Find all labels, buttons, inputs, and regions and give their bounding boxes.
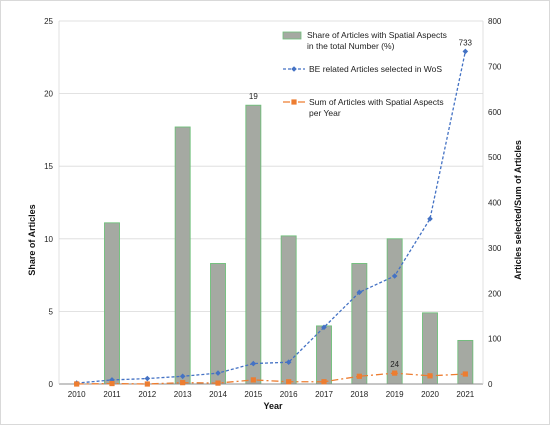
line-point xyxy=(179,373,186,380)
line-point xyxy=(321,324,327,331)
series-line xyxy=(76,372,466,385)
axes: 0 5 10 15 20 25 0 100 200 300 400 500 600 700 800 2010 2… xyxy=(44,17,502,399)
line-point xyxy=(462,371,468,377)
y-axis-title: Share of Articles xyxy=(27,204,37,275)
bar xyxy=(104,222,120,385)
legend-label: per Year xyxy=(309,108,341,118)
x-tick-label: 2014 xyxy=(209,390,227,399)
y2-tick-label: 800 xyxy=(488,17,502,26)
y-tick-label: 5 xyxy=(49,307,54,316)
bar xyxy=(457,339,474,385)
x-tick-label: 2012 xyxy=(138,390,156,399)
x-tick-label: 2010 xyxy=(68,390,86,399)
y2-tick-label: 200 xyxy=(488,289,502,298)
legend: Share of Articles with Spatial Aspectsin… xyxy=(282,30,447,118)
line-point xyxy=(427,373,433,379)
line-point xyxy=(144,381,150,387)
y-tick-label: 10 xyxy=(44,235,53,244)
y-tick-label: 25 xyxy=(44,17,53,26)
line-point xyxy=(109,380,115,387)
y2-tick-label: 600 xyxy=(488,108,502,117)
bar xyxy=(351,263,368,385)
line-point xyxy=(427,216,433,222)
legend-label: Sum of Articles with Spatial Aspects xyxy=(309,97,444,107)
line-point xyxy=(462,48,469,55)
line-point xyxy=(392,370,398,376)
bar-series xyxy=(104,104,474,385)
legend-label: BE related Articles selected in WoS xyxy=(309,64,442,74)
bar xyxy=(245,104,262,385)
y2-tick-label: 0 xyxy=(488,380,493,389)
line-point xyxy=(391,273,398,279)
bar xyxy=(174,126,191,385)
bar xyxy=(210,263,226,385)
line-point xyxy=(180,380,186,386)
line-point xyxy=(356,373,362,379)
legend-swatch-bar xyxy=(282,31,302,40)
y2-tick-label: 100 xyxy=(488,335,502,344)
data-label: 24 xyxy=(390,360,399,369)
x-tick-label: 2017 xyxy=(315,390,333,399)
x-tick-label: 2020 xyxy=(421,390,439,399)
line-point xyxy=(356,289,363,296)
data-label: 733 xyxy=(459,38,473,47)
data-labels: 19 733 24 xyxy=(249,38,473,369)
y2-tick-label: 300 xyxy=(488,244,502,253)
y-tick-label: 15 xyxy=(44,162,53,171)
line-point xyxy=(285,359,292,366)
y2-tick-label: 500 xyxy=(488,153,502,162)
series-line xyxy=(76,51,466,384)
x-tick-label: 2019 xyxy=(386,390,404,399)
bar xyxy=(316,325,332,385)
line-point xyxy=(74,381,80,387)
legend-label: in the total Number (%) xyxy=(307,41,395,51)
x-tick-label: 2011 xyxy=(103,390,121,399)
legend-label: Share of Articles with Spatial Aspects xyxy=(307,30,447,40)
y2-tick-label: 400 xyxy=(488,199,502,208)
x-tick-label: 2016 xyxy=(280,390,298,399)
x-tick-label: 2018 xyxy=(350,390,368,399)
line-point xyxy=(321,379,327,385)
line-point xyxy=(250,360,257,367)
x-tick-label: 2015 xyxy=(244,390,262,399)
line-point xyxy=(215,380,221,386)
legend-swatch-marker xyxy=(291,66,297,72)
line-point xyxy=(215,370,221,376)
y2-axis-title: Articles selected/Sum of Articles xyxy=(513,140,523,280)
legend-swatch-marker xyxy=(291,99,297,105)
line-point xyxy=(250,377,256,383)
y-tick-label: 20 xyxy=(44,90,53,99)
x-axis-title: Year xyxy=(263,401,283,411)
y-tick-label: 0 xyxy=(49,380,54,389)
line-point xyxy=(144,375,151,382)
line-point xyxy=(286,379,292,385)
line-series xyxy=(73,48,469,387)
data-label: 19 xyxy=(249,92,258,101)
y2-tick-label: 700 xyxy=(488,62,502,71)
x-tick-label: 2021 xyxy=(456,390,474,399)
x-tick-label: 2013 xyxy=(174,390,192,399)
